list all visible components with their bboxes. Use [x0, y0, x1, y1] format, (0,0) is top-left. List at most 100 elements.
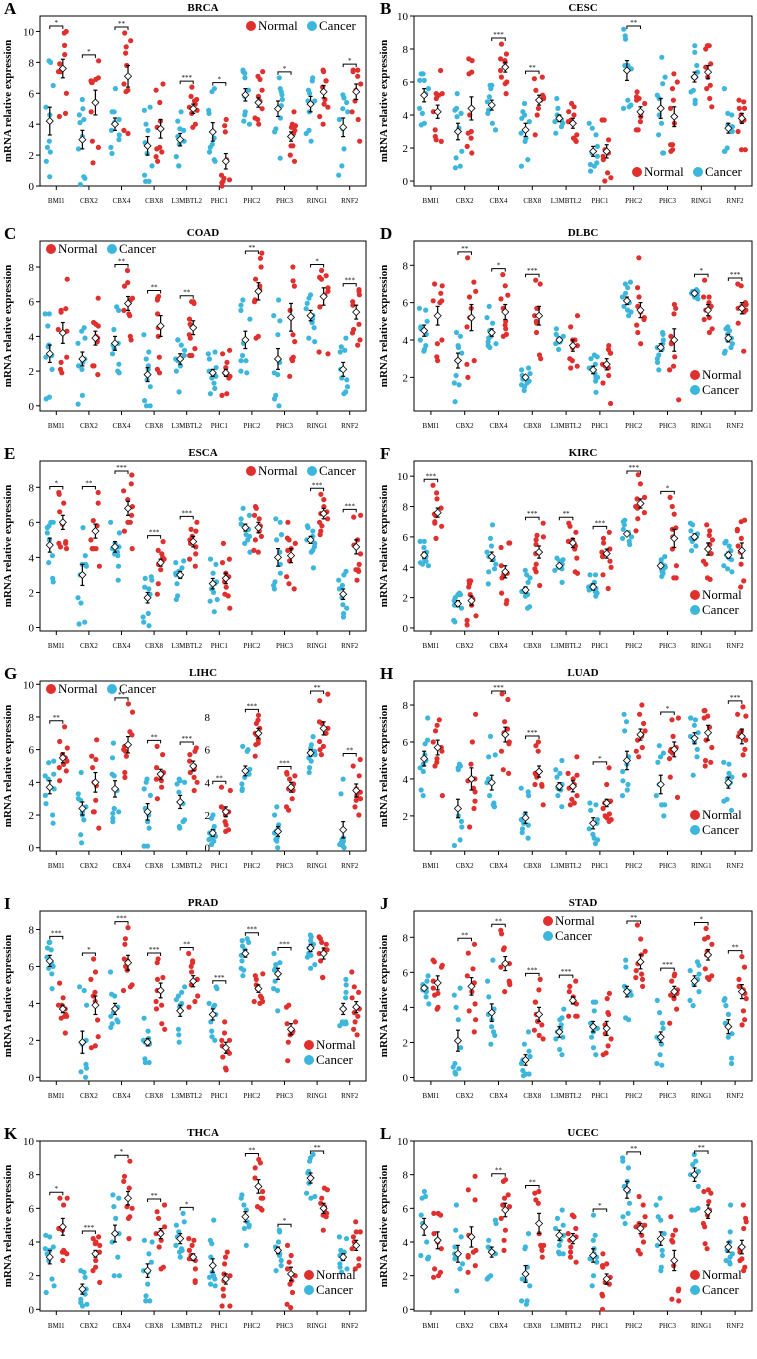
cancer-point — [116, 1231, 122, 1237]
normal-point — [291, 283, 297, 289]
cancer-point — [111, 805, 117, 812]
normal-point — [188, 526, 194, 532]
normal-point — [255, 549, 261, 555]
x-tick-label: PHC2 — [625, 1322, 643, 1330]
mean-marker — [703, 1207, 713, 1216]
cancer-point — [42, 773, 48, 779]
normal-point — [499, 575, 505, 581]
cancer-point — [343, 568, 349, 574]
x-tick-label: RNF2 — [341, 1092, 359, 1100]
normal-point — [671, 511, 677, 517]
cancer-point — [304, 1190, 310, 1196]
normal-point — [56, 489, 62, 496]
legend-normal-swatch — [690, 370, 700, 380]
cancer-point — [304, 300, 310, 306]
significance-bracket — [49, 25, 64, 29]
cancer-point — [486, 107, 492, 113]
mean-marker — [420, 1222, 429, 1231]
cancer-point — [278, 1257, 284, 1264]
normal-point — [256, 1156, 262, 1163]
cancer-point — [312, 339, 318, 345]
normal-point — [227, 605, 233, 611]
mean-marker — [254, 1182, 263, 1191]
normal-point — [260, 69, 266, 75]
normal-point — [436, 92, 442, 98]
mean-marker — [352, 1241, 361, 1250]
mean-marker — [110, 339, 120, 348]
cancer-point — [725, 1034, 731, 1040]
normal-point — [92, 1241, 98, 1247]
cancer-point — [341, 146, 347, 152]
cancer-point — [624, 787, 630, 793]
cancer-point — [338, 840, 344, 846]
cancer-point — [107, 969, 114, 975]
normal-point — [129, 982, 135, 988]
cancer-point — [271, 950, 277, 957]
cancer-point — [338, 1247, 344, 1253]
normal-point — [96, 58, 102, 64]
mean-marker — [319, 292, 328, 301]
normal-point — [154, 1209, 160, 1215]
cancer-point — [173, 1242, 179, 1248]
normal-point — [573, 978, 579, 984]
normal-point — [125, 701, 131, 707]
normal-point — [89, 138, 95, 144]
normal-point — [353, 567, 359, 573]
normal-point — [465, 1187, 471, 1193]
cancer-point — [182, 779, 188, 785]
significance-label: *** — [344, 502, 355, 510]
normal-point — [56, 765, 62, 771]
x-tick-label: L3MBTL2 — [551, 1092, 582, 1100]
normal-point — [320, 1227, 326, 1233]
normal-point — [226, 1037, 233, 1043]
cancer-point — [421, 544, 427, 551]
mean-marker — [319, 949, 328, 958]
normal-point — [156, 1244, 162, 1250]
cancer-point — [492, 127, 499, 133]
significance-label: *** — [181, 735, 192, 743]
cancer-point — [343, 389, 349, 395]
cancer-point — [594, 160, 600, 166]
normal-point — [251, 512, 258, 518]
normal-point — [567, 983, 573, 989]
x-tick-label: L3MBTL2 — [551, 1322, 582, 1330]
cancer-point — [76, 621, 82, 627]
normal-point — [669, 978, 675, 984]
x-tick-label: PHC2 — [243, 642, 261, 650]
cancer-point — [50, 963, 56, 969]
cancer-point — [116, 1273, 122, 1279]
cancer-point — [591, 1008, 597, 1014]
normal-point — [325, 351, 331, 357]
mean-marker — [670, 745, 679, 754]
mean-marker — [521, 125, 530, 134]
cancer-point — [116, 809, 122, 815]
cancer-point — [81, 174, 87, 180]
normal-point — [317, 519, 323, 525]
cancer-point — [78, 769, 84, 776]
cancer-point — [456, 382, 462, 388]
normal-point — [568, 1249, 574, 1255]
legend-normal-swatch — [632, 167, 642, 177]
normal-point — [317, 274, 323, 280]
significance-label: * — [666, 484, 670, 492]
normal-point — [742, 147, 748, 153]
cancer-point — [726, 543, 732, 549]
cancer-point — [586, 826, 592, 832]
cancer-point — [525, 1231, 532, 1237]
cancer-point — [620, 1155, 626, 1161]
significance-bracket — [81, 1230, 96, 1234]
x-tick-label: L3MBTL2 — [171, 1322, 202, 1330]
normal-point — [258, 533, 264, 539]
mean-marker — [737, 1242, 746, 1252]
cancer-point — [145, 610, 151, 617]
y-tick-label: 10 — [23, 679, 35, 691]
cancer-point — [344, 1266, 350, 1272]
cancer-point — [307, 765, 313, 771]
normal-point — [706, 1199, 712, 1205]
x-tick-label: RNF2 — [341, 197, 359, 205]
normal-point — [500, 767, 506, 773]
normal-point — [702, 966, 708, 972]
normal-point — [286, 581, 292, 587]
significance-bracket — [179, 1206, 194, 1211]
